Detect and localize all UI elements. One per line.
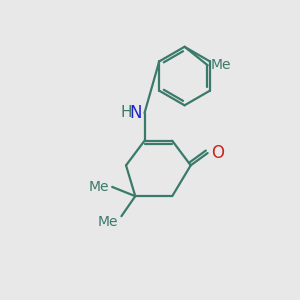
Text: H: H [121, 105, 132, 120]
Text: O: O [211, 144, 224, 162]
Text: N: N [129, 104, 141, 122]
Text: Me: Me [98, 214, 118, 229]
Text: Me: Me [211, 58, 231, 72]
Text: Me: Me [88, 180, 109, 194]
